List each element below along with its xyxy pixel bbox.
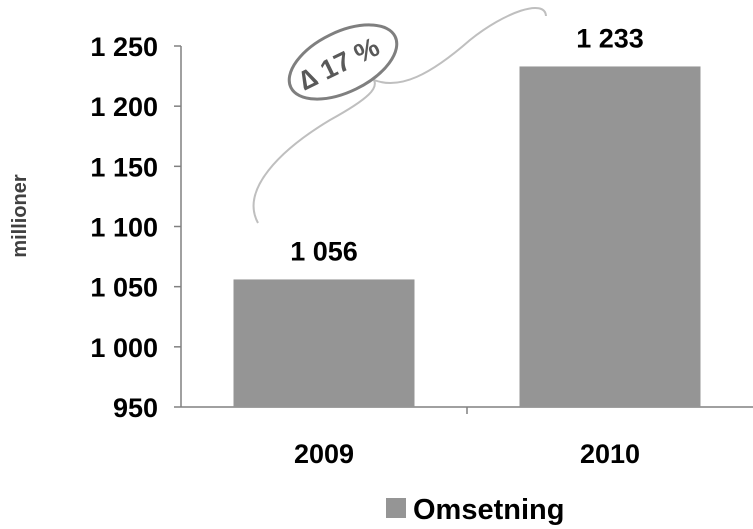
bar-2009 bbox=[233, 279, 415, 407]
y-tick-labels: 950 1 000 1 050 1 100 1 150 1 200 1 250 bbox=[90, 32, 158, 423]
y-tick-label: 950 bbox=[113, 393, 158, 423]
x-tick-label-2009: 2009 bbox=[294, 439, 354, 469]
chart-legend: Omsetning bbox=[386, 494, 564, 526]
y-axis-title: millioner bbox=[9, 174, 31, 258]
data-label-2009: 1 056 bbox=[290, 236, 358, 266]
annotation-bubble bbox=[287, 23, 399, 101]
data-label-2010: 1 233 bbox=[576, 23, 644, 53]
y-tick-label: 1 250 bbox=[90, 32, 158, 62]
y-tick-label: 1 100 bbox=[90, 213, 158, 243]
growth-annotation: ∆ 17 % bbox=[252, 7, 547, 224]
bar-2010 bbox=[519, 66, 701, 407]
y-tick-label: 1 050 bbox=[90, 273, 158, 303]
legend-label-omsetning: Omsetning bbox=[413, 494, 564, 526]
y-tick-label: 1 200 bbox=[90, 92, 158, 122]
annotation-connector bbox=[252, 7, 547, 224]
x-tick-labels: 2009 2010 bbox=[294, 439, 640, 469]
legend-swatch bbox=[386, 498, 406, 518]
y-tick-label: 1 000 bbox=[90, 333, 158, 363]
x-tick-label-2010: 2010 bbox=[580, 439, 640, 469]
chart-data-labels: 1 056 1 233 bbox=[290, 23, 644, 266]
y-tick-label: 1 150 bbox=[90, 152, 158, 182]
chart-bars bbox=[233, 66, 701, 407]
